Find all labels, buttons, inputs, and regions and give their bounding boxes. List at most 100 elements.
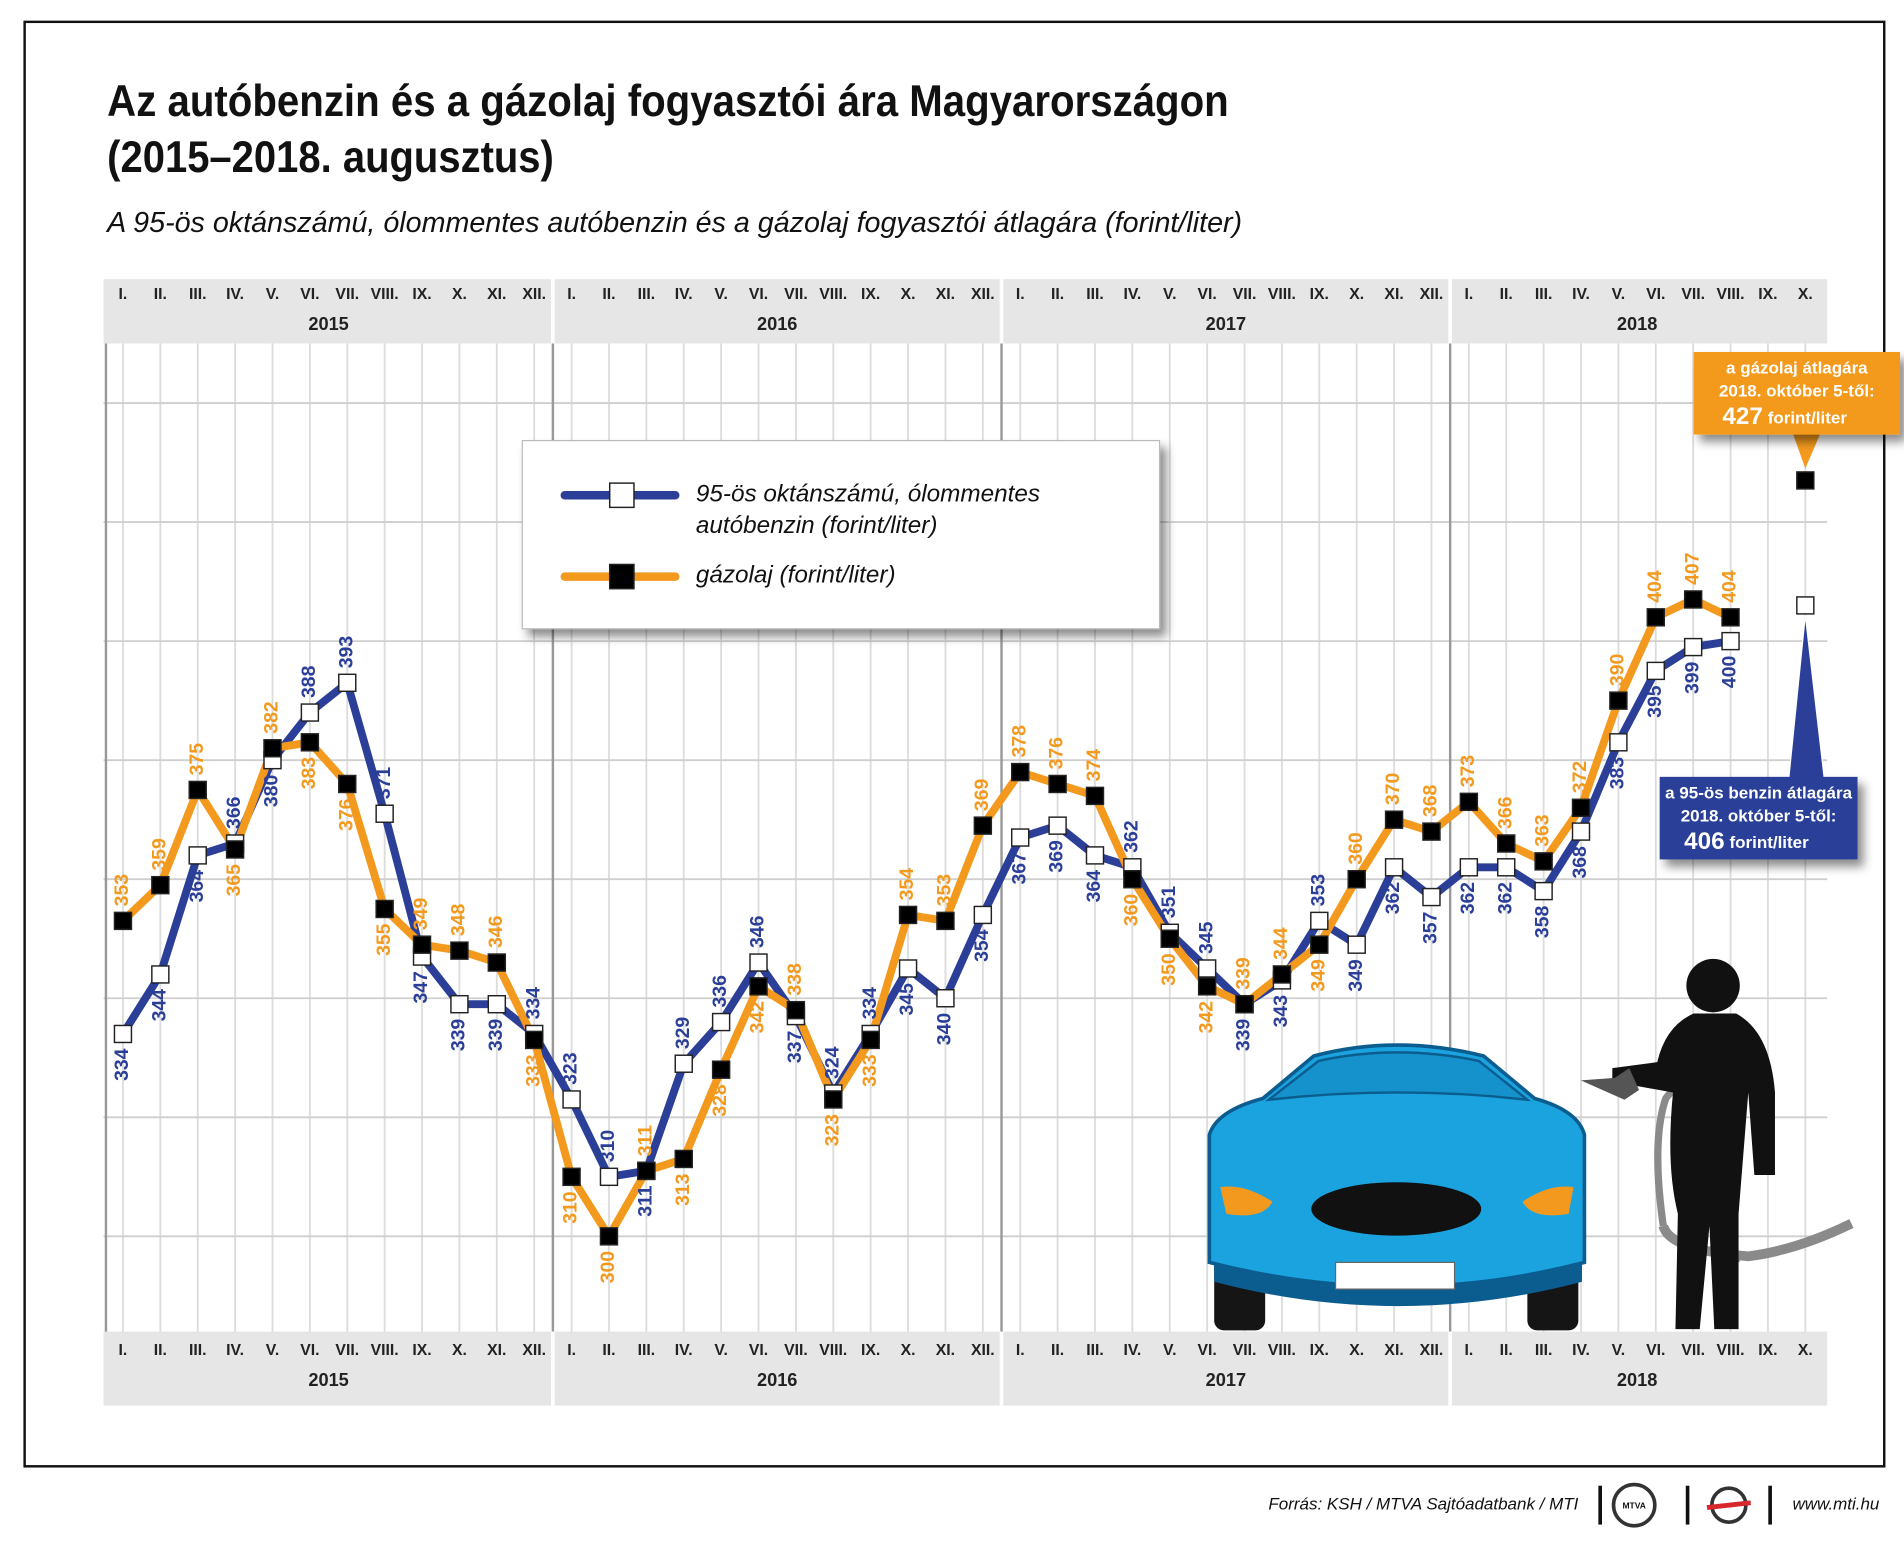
data-label: 311 [634,1125,656,1157]
chart-subtitle: A 95-ös oktánszámú, ólommentes autóbenzi… [105,207,1242,239]
year-label: 2017 [1206,1370,1246,1390]
data-label: 365 [223,864,245,897]
data-label: 359 [148,838,170,871]
x-tick-label: IX. [861,1342,880,1359]
data-label: 333 [859,1054,881,1087]
x-tick-label: II. [602,286,615,303]
marker [450,994,469,1014]
marker [1571,822,1591,841]
data-label: 339 [1233,1019,1255,1052]
data-label: 339 [448,1019,470,1052]
x-tick-label: X. [1798,1342,1813,1359]
x-tick-label: XII. [522,286,546,303]
data-label: 333 [522,1054,544,1087]
data-label: 342 [1195,1001,1217,1034]
marker [898,905,918,925]
x-tick-label: VI. [1646,1342,1665,1359]
marker [898,959,918,978]
marker [487,953,507,972]
data-label: 347 [410,971,432,1003]
x-tick-label: XI. [936,1342,955,1359]
data-label: 339 [485,1019,507,1052]
marker [1160,929,1179,948]
data-label: 376 [1046,737,1068,770]
marker [338,774,357,794]
marker [1534,881,1553,901]
marker [113,1024,133,1044]
marker [711,1012,731,1032]
marker [973,816,993,835]
source: Forrás: KSH / MTVA Sajtóadatbank / MTI [1268,1495,1578,1514]
marker [151,875,170,895]
marker [674,1054,693,1073]
marker [1609,691,1628,710]
x-tick-label: VII. [1681,1342,1705,1359]
data-label: 350 [1158,953,1180,985]
data-label: 366 [1494,796,1516,829]
x-tick-label: VI. [749,1342,768,1359]
x-tick-label: X. [901,1342,916,1359]
marker [1497,858,1516,877]
x-tick-label: V. [266,286,279,303]
data-label: 344 [148,989,170,1022]
callout-text: a 95-ös benzin átlagára [1665,783,1852,802]
data-label: 400 [1719,656,1741,688]
x-tick-label: XII. [522,1342,546,1359]
marker [1721,608,1740,627]
x-tick-label: II. [154,286,167,303]
callout-value: 406 [1684,828,1725,855]
x-tick-label: IV. [675,1342,693,1359]
callout-unit: forint/liter [1729,833,1809,852]
data-label: 376 [335,798,357,831]
x-tick-label: VII. [784,1342,808,1359]
x-tick-label: IX. [1310,286,1329,303]
logo-ring [1611,1482,1657,1528]
callout-unit: forint/liter [1768,408,1848,427]
data-label: 300 [597,1251,619,1283]
marker [1422,822,1441,841]
x-tick-label: VIII. [819,286,847,303]
data-label: 310 [597,1130,619,1162]
data-label: 362 [1382,882,1404,915]
x-tick-label: III. [1535,1342,1553,1359]
marker [1310,935,1329,954]
data-label: 364 [1083,870,1105,903]
marker [1721,631,1740,651]
x-tick-label: IV. [226,1342,244,1359]
x-tick-label: IX. [861,286,880,303]
marker [1197,959,1217,978]
data-label: 371 [373,767,395,800]
x-tick-label: II. [1051,286,1064,303]
data-label: 370 [1382,773,1404,805]
data-label: 382 [261,701,283,734]
marker [1497,834,1516,853]
marker [1085,846,1105,865]
marker [1048,774,1067,794]
x-tick-label: VII. [1233,286,1257,303]
marker [973,905,993,925]
x-tick-label: X. [1349,286,1364,303]
logo-text: MTVA [1622,1501,1645,1511]
x-tick-label: III. [638,1342,656,1359]
plot: 334 344 364 366 380 388 393 371 347 339 339 334 323 3… [111,471,1815,1283]
data-label: 353 [1307,874,1329,907]
data-label: 358 [1532,905,1554,938]
legend: 95-ös oktánszámú, ólommentes autóbenzin … [521,440,1161,630]
data-label: 407 [1681,553,1703,585]
car-illustration [1207,1043,1587,1331]
x-tick-label: XII. [1420,1342,1444,1359]
x-tick-label: VIII. [1717,286,1745,303]
x-tick-label: VIII. [1717,1342,1745,1359]
data-label: 357 [1420,912,1442,944]
x-tick-label: IV. [675,286,693,303]
data-label: 311 [634,1185,656,1217]
x-tick-label: II. [602,1342,615,1359]
grid [103,343,1828,1332]
data-label: 346 [485,915,507,948]
x-tick-label: III. [1086,286,1104,303]
marker [375,804,394,823]
marker [1609,733,1628,752]
x-tick-label: XI. [1384,286,1403,303]
data-label: 346 [747,915,769,948]
